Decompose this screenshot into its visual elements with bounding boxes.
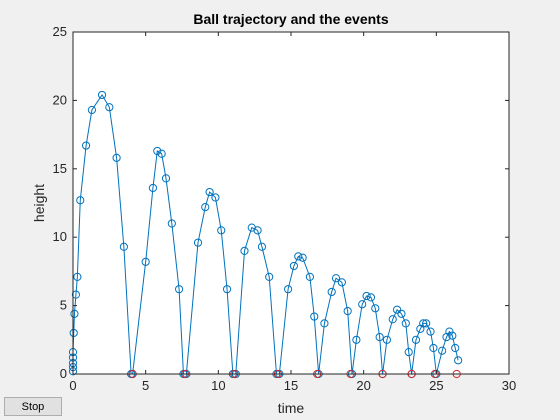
- trajectory-point: [174, 285, 184, 294]
- stop-button[interactable]: Stop: [4, 397, 62, 416]
- x-tick-label: 0: [69, 378, 76, 393]
- trajectory-point: [222, 285, 232, 294]
- trajectory-point: [211, 193, 220, 202]
- plot-area: [73, 32, 509, 374]
- trajectory-point: [240, 246, 249, 255]
- y-axis-label: height: [31, 184, 47, 222]
- trajectory-point: [388, 315, 397, 324]
- trajectory-point: [331, 274, 341, 283]
- y-tick-label: 25: [53, 24, 67, 39]
- x-tick-label: 5: [142, 378, 149, 393]
- trajectory-point: [71, 290, 81, 299]
- trajectory-point: [253, 226, 262, 235]
- trajectory-point: [70, 309, 79, 318]
- trajectory-point: [451, 343, 460, 353]
- trajectory-point: [105, 103, 114, 112]
- trajectory-point: [438, 346, 447, 355]
- y-tick-label: 5: [60, 298, 67, 313]
- x-tick-label: 25: [429, 378, 443, 393]
- trajectory-point: [371, 304, 380, 313]
- y-tick-label: 15: [53, 161, 67, 176]
- trajectory-point: [119, 242, 128, 251]
- x-tick-label: 15: [284, 378, 298, 393]
- trajectory-point: [429, 343, 438, 353]
- trajectory-point: [305, 272, 314, 281]
- trajectory-point: [362, 291, 371, 301]
- x-axis-label: time: [278, 400, 305, 416]
- trajectory-point: [337, 278, 346, 287]
- trajectory-point: [392, 305, 402, 314]
- x-tick-label: 10: [211, 378, 225, 393]
- trajectory-point: [157, 149, 166, 158]
- trajectory-point: [81, 141, 91, 150]
- trajectory-point: [205, 187, 214, 197]
- trajectory-point: [366, 293, 376, 302]
- trajectory-point: [310, 312, 319, 321]
- trajectory-point: [265, 272, 274, 281]
- trajectory-point: [352, 335, 361, 344]
- trajectory-point: [343, 306, 352, 316]
- tick-marks: 0 5 10 15 20 25 30 0 5 10 15 20 25: [53, 24, 517, 393]
- trajectory-point: [448, 331, 457, 340]
- trajectory-point: [397, 309, 406, 318]
- trajectory-point: [426, 327, 435, 336]
- trajectory-point: [87, 105, 96, 115]
- trajectory-point: [112, 153, 121, 162]
- y-tick-label: 10: [53, 229, 67, 244]
- trajectory-point: [327, 287, 336, 297]
- trajectory-point: [217, 226, 226, 235]
- trajectory-point: [358, 300, 367, 309]
- trajectory-point: [76, 196, 85, 205]
- trajectory-point: [422, 319, 431, 328]
- trajectory-point: [201, 203, 210, 212]
- trajectory-point: [167, 219, 176, 228]
- trajectory-point: [320, 319, 329, 328]
- y-tick-label: 20: [53, 92, 67, 107]
- trajectory-point: [141, 257, 150, 266]
- trajectory-point: [382, 335, 392, 344]
- trajectory-point: [298, 253, 307, 262]
- x-tick-label: 30: [502, 378, 516, 393]
- trajectory-point: [411, 335, 421, 344]
- trajectory-point: [148, 183, 158, 193]
- trajectory-point: [419, 319, 428, 328]
- trajectory-point: [257, 242, 267, 251]
- x-tick-label: 20: [356, 378, 370, 393]
- trajectory-point: [193, 238, 203, 247]
- trajectory-point: [161, 174, 171, 183]
- trajectory-point: [375, 332, 384, 342]
- trajectory-point: [454, 356, 463, 365]
- trajectory-point: [289, 261, 299, 271]
- trajectory-point: [69, 328, 78, 338]
- trajectory-point: [283, 285, 293, 294]
- chart-title: Ball trajectory and the events: [193, 11, 389, 27]
- trajectory-point: [73, 272, 82, 281]
- trajectory-point: [401, 319, 410, 328]
- trajectory-point: [153, 146, 162, 156]
- trajectory-point: [445, 327, 454, 336]
- trajectory-point: [404, 348, 413, 357]
- trajectory-point: [294, 252, 303, 261]
- y-tick-label: 0: [60, 366, 67, 381]
- trajectory-point: [97, 90, 107, 100]
